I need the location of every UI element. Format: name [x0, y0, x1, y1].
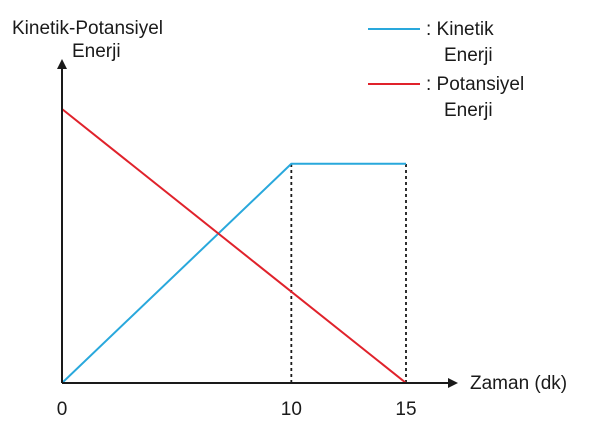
- series-layer: [61, 108, 407, 384]
- x-tick-label-10: 10: [281, 399, 302, 420]
- axes: [57, 59, 458, 388]
- legend: : Kinetik Enerji : Potansiyel Enerji: [368, 19, 524, 121]
- legend-label-potansiyel-line2: Enerji: [444, 100, 493, 121]
- legend-label-kinetik-line2: Enerji: [444, 45, 493, 66]
- y-axis-label-line1: Kinetik-Potansiyel: [12, 18, 163, 39]
- legend-label-potansiyel: : Potansiyel: [426, 74, 524, 95]
- series-line-potansiyel: [61, 108, 407, 384]
- x-tick-label-0: 0: [57, 399, 68, 420]
- reference-lines: [290, 163, 407, 383]
- x-tick-label-15: 15: [395, 399, 416, 420]
- legend-label-kinetik: : Kinetik: [426, 19, 494, 40]
- y-axis-label-line2: Enerji: [72, 41, 121, 62]
- x-axis-label: Zaman (dk): [470, 373, 567, 394]
- series-line-kinetik: [61, 162, 406, 384]
